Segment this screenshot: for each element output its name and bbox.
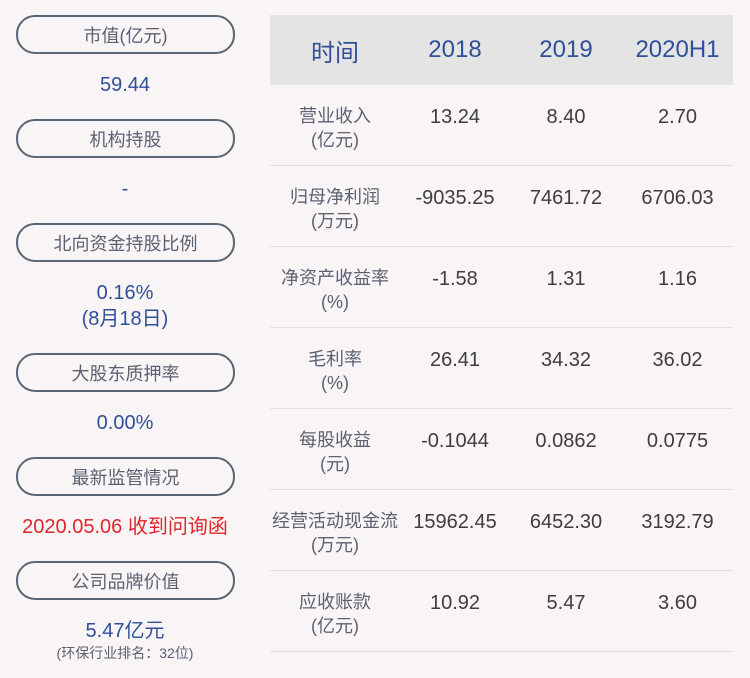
brand-value-amount: 5.47亿元 [85, 620, 165, 642]
pledge-ratio-label: 大股东质押率 [16, 353, 235, 392]
row-label: 毛利率 (%) [308, 349, 362, 393]
cell: 34.32 [540, 349, 592, 371]
cell: 13.24 [429, 106, 481, 128]
cell: 15962.45 [413, 511, 497, 533]
cell: 5.47 [546, 592, 586, 614]
cell: 3.60 [658, 592, 697, 614]
header-2018: 2018 [428, 36, 482, 63]
header-2019: 2019 [539, 36, 593, 63]
cell: 0.0775 [646, 430, 709, 452]
pledge-ratio-value: 0.00% [96, 412, 154, 434]
brand-value: 5.47亿元 (环保行业排名：32位) [0, 618, 250, 662]
cell: 3192.79 [641, 511, 714, 533]
institutional-holding-label: 机构持股 [16, 119, 235, 158]
header-time: 时间 [311, 39, 359, 67]
table-row: 每股收益 (元) -0.1044 0.0862 0.0775 [270, 409, 733, 490]
cell: 8.40 [546, 106, 586, 128]
table-header: 时间 2018 2019 2020H1 [270, 15, 733, 85]
row-label: 营业收入 (亿元) [299, 106, 371, 150]
financial-table: 时间 2018 2019 2020H1 营业收入 (亿元) 13.24 8.40 … [270, 15, 733, 652]
table-row: 净资产收益率 (%) -1.58 1.31 1.16 [270, 247, 733, 328]
table-row: 毛利率 (%) 26.41 34.32 36.02 [270, 328, 733, 409]
cell: 6706.03 [641, 187, 714, 209]
cell: 6452.30 [529, 511, 603, 533]
cell: 1.31 [546, 268, 586, 290]
row-label: 经营活动现金流 (万元) [272, 511, 398, 555]
northbound-ratio-date: (8月18日) [81, 308, 169, 330]
brand-value-label: 公司品牌价值 [16, 561, 235, 600]
row-label: 每股收益 (元) [299, 430, 371, 474]
cell: 7461.72 [529, 187, 603, 209]
brand-value-rank: (环保行业排名：32位) [56, 645, 194, 661]
northbound-ratio-percent: 0.16% [96, 282, 154, 304]
cell: 36.02 [652, 349, 703, 371]
header-2020h1: 2020H1 [635, 36, 720, 63]
northbound-ratio-label: 北向资金持股比例 [16, 223, 235, 262]
table-row: 营业收入 (亿元) 13.24 8.40 2.70 [270, 85, 733, 166]
table-row: 归母净利润 (万元) -9035.25 7461.72 6706.03 [270, 166, 733, 247]
cell: -0.1044 [421, 430, 489, 452]
cell: 10.92 [429, 592, 481, 614]
row-label: 应收账款 (亿元) [299, 592, 371, 636]
table-row: 应收账款 (亿元) 10.92 5.47 3.60 [270, 571, 733, 652]
institutional-holding-value: - [121, 178, 129, 200]
market-cap-value: 59.44 [99, 74, 151, 96]
cell: 0.0862 [535, 430, 597, 452]
cell: -9035.25 [415, 187, 495, 209]
row-label: 净资产收益率 (%) [281, 268, 389, 312]
northbound-ratio-value: 0.16% (8月18日) [0, 280, 250, 332]
regulatory-status-label: 最新监管情况 [16, 457, 235, 496]
cell: 2.70 [658, 106, 697, 128]
table-row: 经营活动现金流 (万元) 15962.45 6452.30 3192.79 [270, 490, 733, 571]
regulatory-status-value: 2020.05.06 收到问询函 [22, 516, 228, 538]
market-cap-label: 市值(亿元) [16, 15, 235, 54]
row-label: 归母净利润 (万元) [290, 187, 380, 231]
cell: 1.16 [658, 268, 697, 290]
cell: 26.41 [429, 349, 481, 371]
cell: -1.58 [432, 268, 478, 290]
